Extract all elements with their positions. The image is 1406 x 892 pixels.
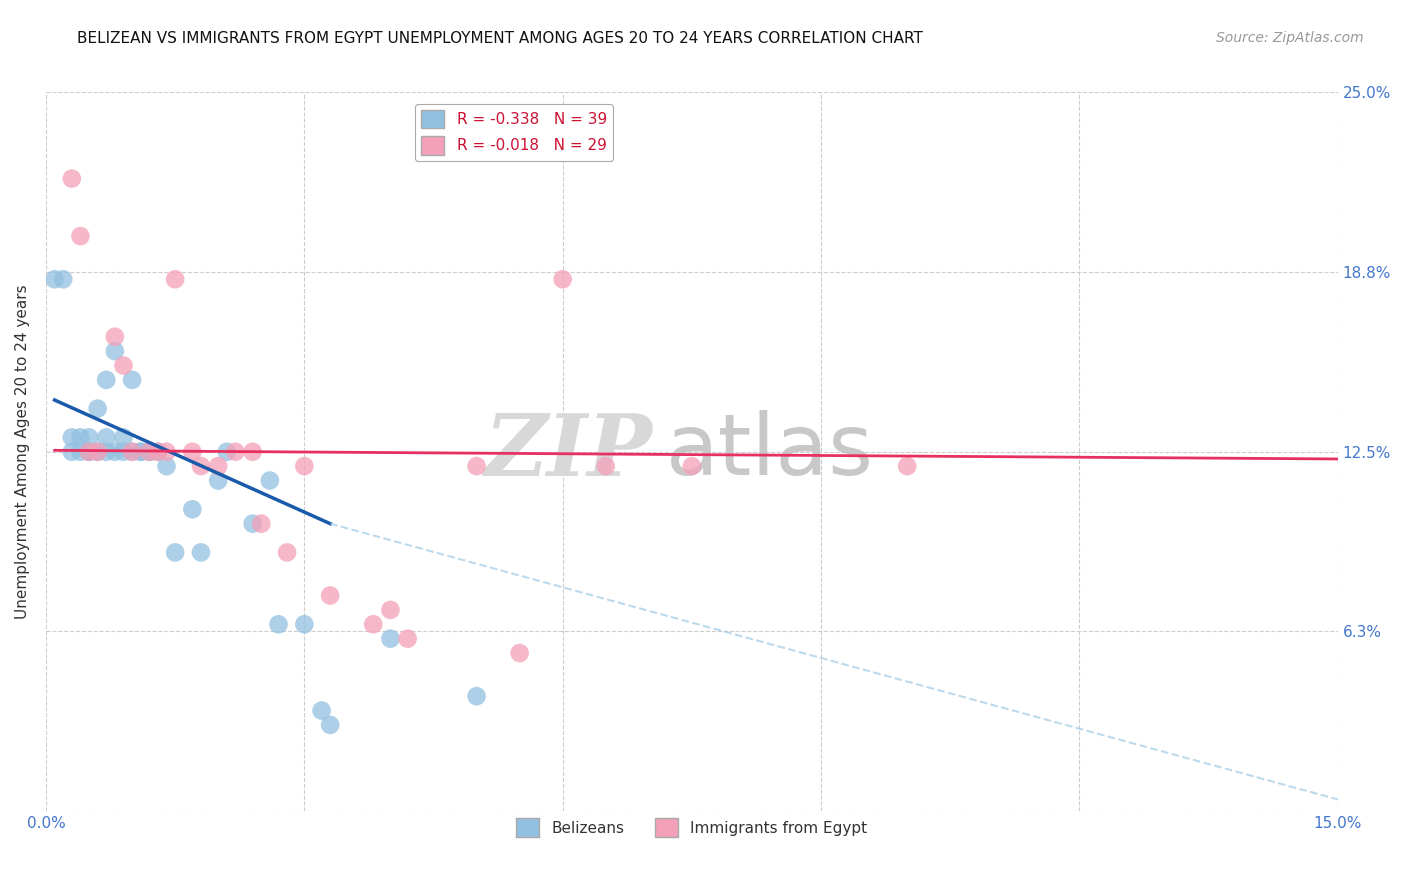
Point <box>60 444 83 458</box>
Point <box>155 459 177 474</box>
Point <box>86 444 108 458</box>
Legend: Belizeans, Immigrants from Egypt: Belizeans, Immigrants from Egypt <box>510 813 873 843</box>
Point <box>319 718 342 732</box>
Point <box>104 444 127 458</box>
Point <box>96 373 118 387</box>
Point <box>60 430 83 444</box>
Point <box>242 516 264 531</box>
Point <box>112 444 135 458</box>
Point <box>396 632 419 646</box>
Point <box>259 474 281 488</box>
Point <box>121 373 143 387</box>
Point <box>77 444 100 458</box>
Point <box>69 444 91 458</box>
Point <box>361 617 384 632</box>
Y-axis label: Unemployment Among Ages 20 to 24 years: Unemployment Among Ages 20 to 24 years <box>15 285 30 619</box>
Point <box>129 444 152 458</box>
Point <box>465 689 488 703</box>
Point <box>121 444 143 458</box>
Point <box>292 459 315 474</box>
Point <box>190 545 212 559</box>
Point <box>52 272 75 286</box>
Point <box>190 459 212 474</box>
Point <box>181 502 204 516</box>
Point <box>380 632 402 646</box>
Point <box>77 444 100 458</box>
Point <box>215 444 238 458</box>
Point <box>319 589 342 603</box>
Point <box>242 444 264 458</box>
Point <box>250 516 273 531</box>
Point <box>138 444 160 458</box>
Point <box>138 444 160 458</box>
Point <box>104 330 127 344</box>
Point <box>380 603 402 617</box>
Point <box>121 444 143 458</box>
Point <box>146 444 169 458</box>
Point <box>69 229 91 244</box>
Text: atlas: atlas <box>666 410 875 493</box>
Point <box>311 704 333 718</box>
Point <box>896 459 918 474</box>
Point <box>207 474 229 488</box>
Point <box>60 171 83 186</box>
Point <box>681 459 703 474</box>
Point <box>276 545 298 559</box>
Point <box>77 430 100 444</box>
Point <box>181 444 204 458</box>
Point <box>146 444 169 458</box>
Point <box>138 444 160 458</box>
Point <box>112 430 135 444</box>
Point <box>155 444 177 458</box>
Point <box>96 430 118 444</box>
Text: ZIP: ZIP <box>485 410 654 493</box>
Point <box>77 444 100 458</box>
Point <box>96 444 118 458</box>
Point <box>129 444 152 458</box>
Point <box>292 617 315 632</box>
Point <box>112 359 135 373</box>
Point <box>551 272 574 286</box>
Point <box>69 430 91 444</box>
Point <box>86 444 108 458</box>
Point <box>104 344 127 359</box>
Point <box>165 272 187 286</box>
Point <box>509 646 531 660</box>
Text: BELIZEAN VS IMMIGRANTS FROM EGYPT UNEMPLOYMENT AMONG AGES 20 TO 24 YEARS CORRELA: BELIZEAN VS IMMIGRANTS FROM EGYPT UNEMPL… <box>77 31 924 46</box>
Point <box>267 617 290 632</box>
Point <box>86 401 108 416</box>
Point <box>207 459 229 474</box>
Point <box>224 444 246 458</box>
Text: Source: ZipAtlas.com: Source: ZipAtlas.com <box>1216 31 1364 45</box>
Point <box>465 459 488 474</box>
Point <box>165 545 187 559</box>
Point <box>595 459 617 474</box>
Point <box>44 272 66 286</box>
